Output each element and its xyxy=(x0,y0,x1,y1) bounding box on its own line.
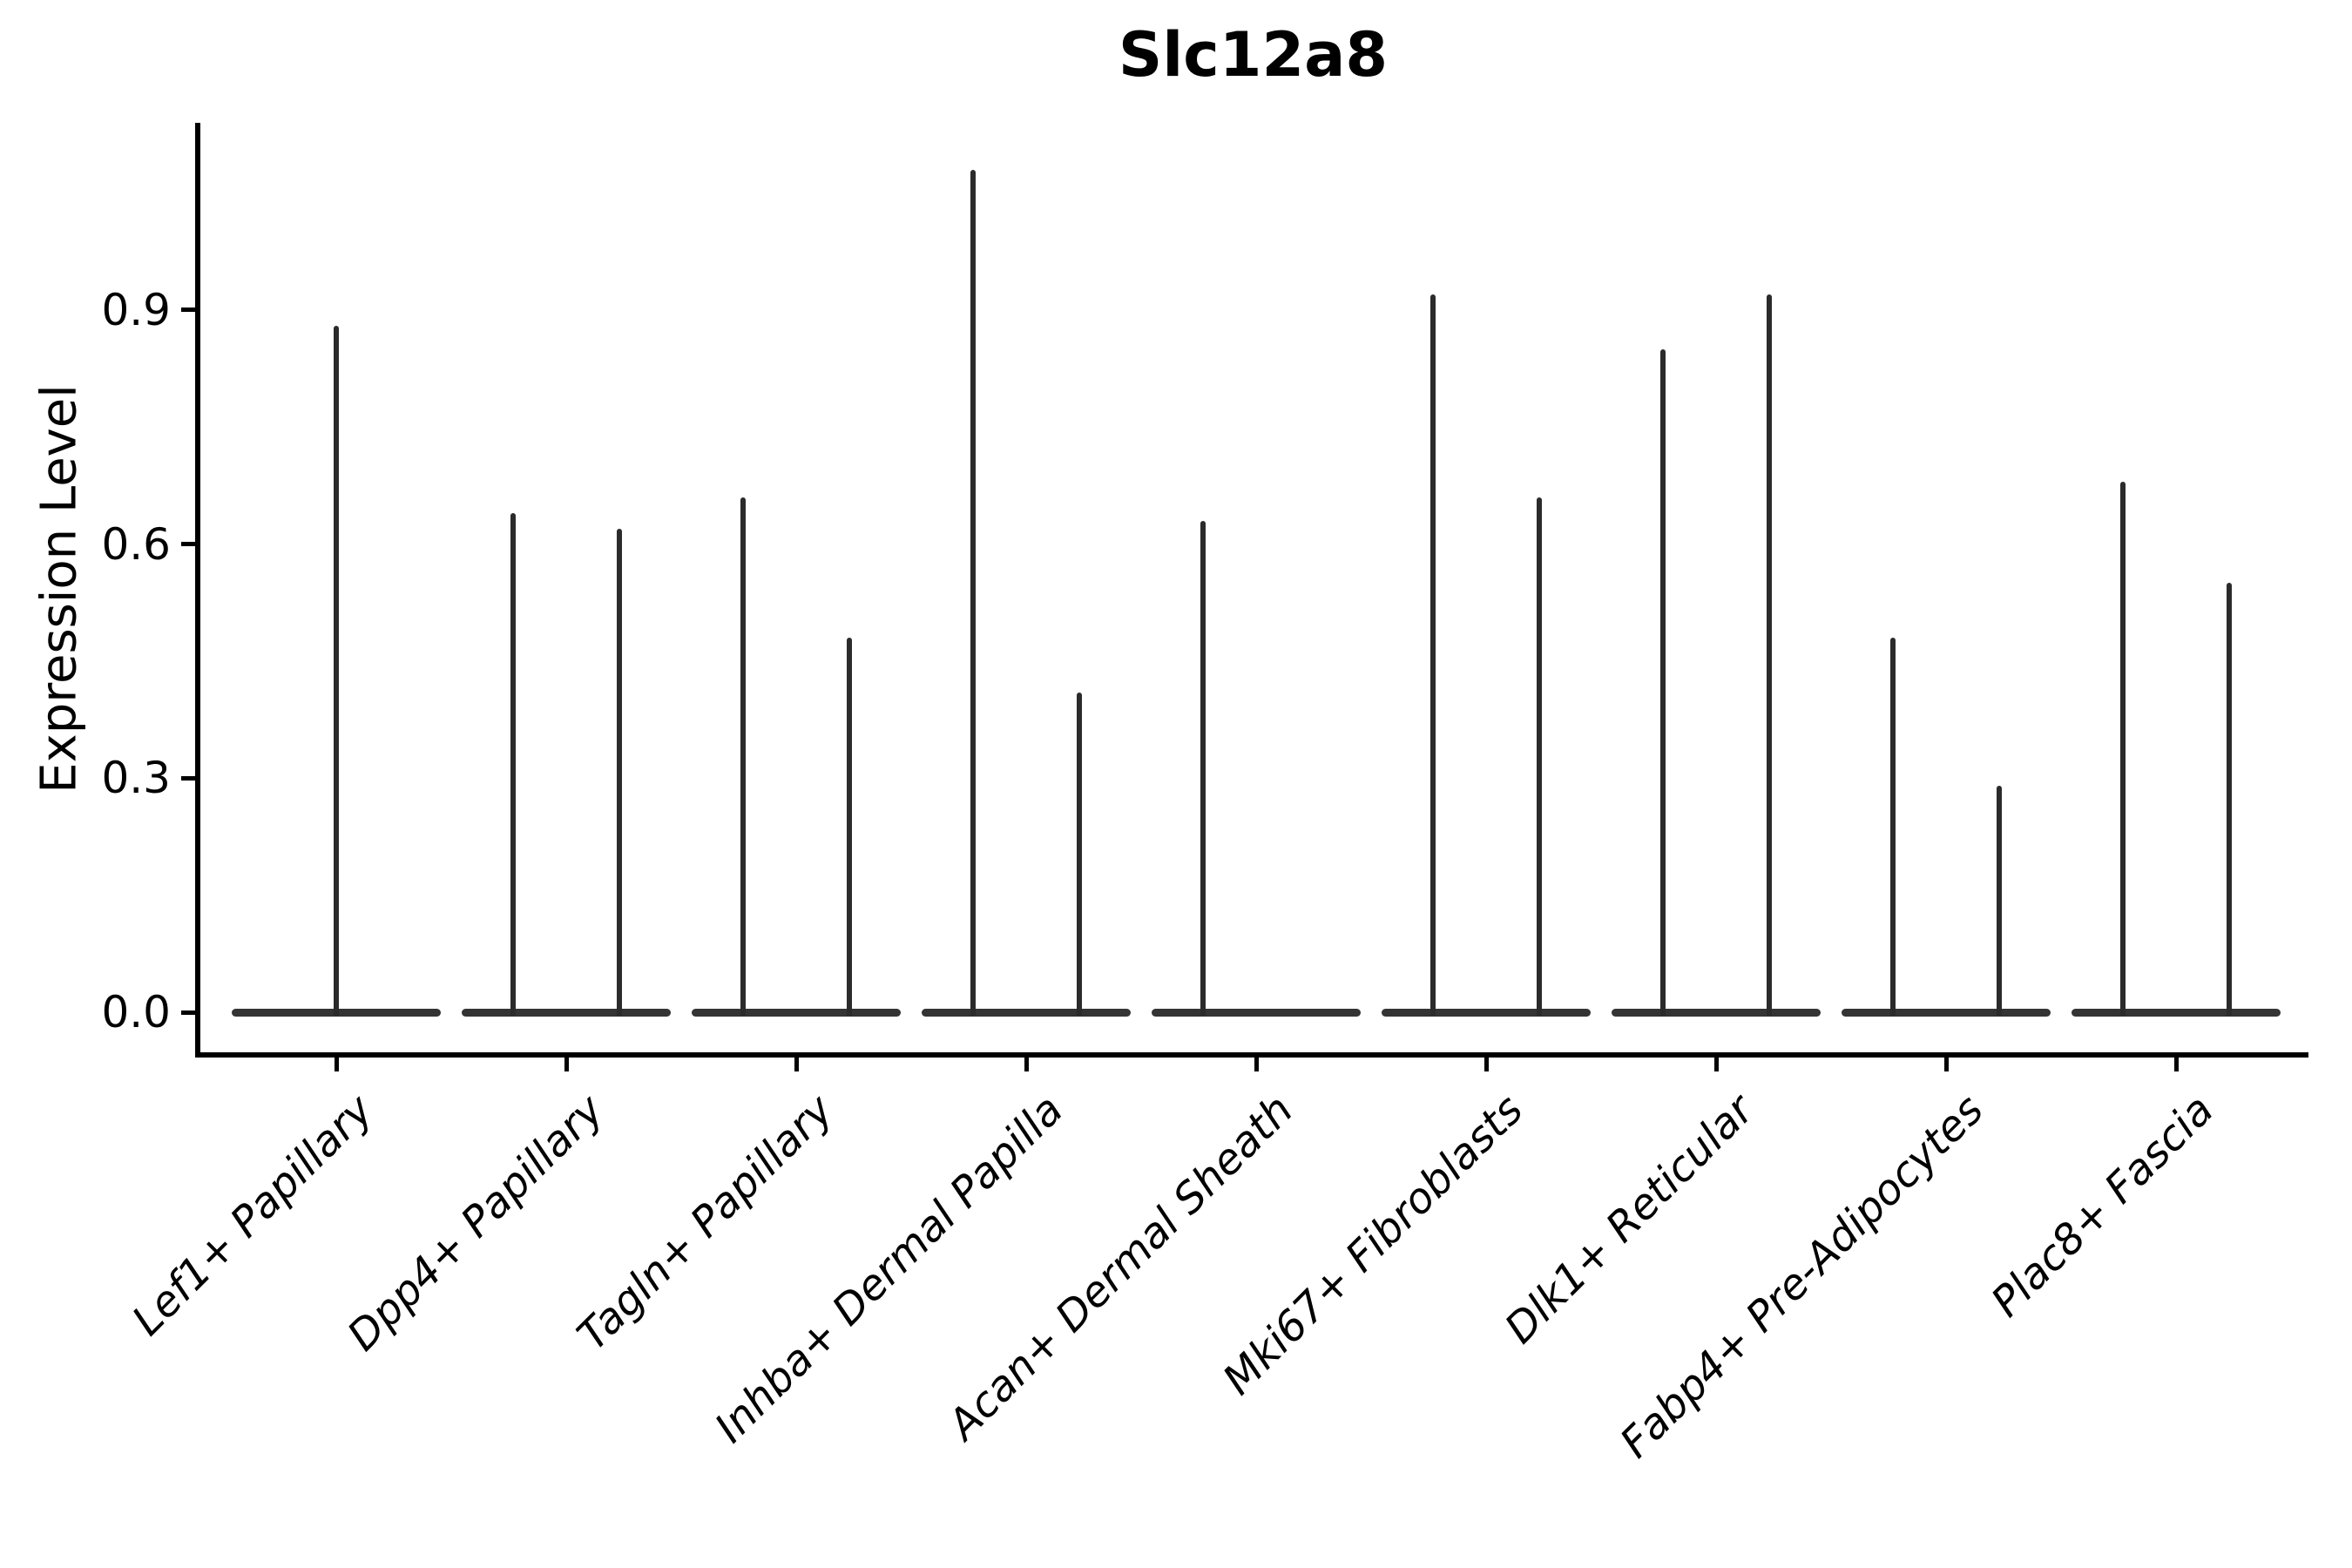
violin-spike xyxy=(1077,692,1082,1016)
violin-spike xyxy=(334,325,339,1016)
bottom-spine xyxy=(195,1052,2308,1058)
violin-baseline xyxy=(922,1008,1131,1017)
violin-spike xyxy=(510,512,516,1016)
violin-baseline xyxy=(2072,1008,2281,1017)
violin-spike xyxy=(2227,583,2232,1016)
violin-spike xyxy=(2120,481,2126,1016)
violin-spike xyxy=(617,528,622,1016)
violin-spike xyxy=(970,169,976,1016)
violin-spike xyxy=(1200,520,1206,1016)
x-tick xyxy=(1713,1058,1719,1071)
y-tick-label: 0.0 xyxy=(101,987,171,1037)
x-tick-label: Plac8+ Fascia xyxy=(1981,1085,2223,1327)
violin-baseline xyxy=(1612,1008,1821,1017)
violin-spike xyxy=(1890,638,1896,1016)
violin-baseline xyxy=(1382,1008,1591,1017)
violin-baseline xyxy=(692,1008,901,1017)
y-tick xyxy=(181,1010,195,1015)
x-tick-label: Tagln+ Papillary xyxy=(568,1085,843,1361)
y-tick-label: 0.6 xyxy=(101,518,171,570)
violin-spike xyxy=(740,497,746,1016)
violin-spike xyxy=(1767,294,1772,1016)
chart-title: Slc12a8 xyxy=(1118,19,1389,91)
y-tick xyxy=(181,542,195,547)
x-tick xyxy=(1254,1058,1259,1071)
y-tick-label: 0.9 xyxy=(101,284,171,335)
y-tick-label: 0.3 xyxy=(101,753,171,804)
y-axis-label: Expression Level xyxy=(30,384,88,794)
left-spine xyxy=(195,123,200,1058)
y-tick xyxy=(181,308,195,313)
violin-spike xyxy=(1537,497,1542,1016)
violin-baseline xyxy=(1152,1008,1361,1017)
violin-baseline xyxy=(1842,1008,2051,1017)
x-tick xyxy=(1024,1058,1029,1071)
x-tick-label: Dlk1+ Reticular xyxy=(1495,1085,1763,1354)
x-tick-label: Lef1+ Papillary xyxy=(123,1085,383,1346)
y-tick xyxy=(181,775,195,781)
violin-baseline xyxy=(462,1008,671,1017)
violin-spike xyxy=(1997,786,2002,1016)
x-tick-label: Fabp4+ Pre-Adipocytes xyxy=(1611,1085,1993,1468)
violin-spike xyxy=(1430,294,1436,1016)
violin-spike xyxy=(1660,348,1666,1016)
x-tick xyxy=(1943,1058,1949,1071)
x-tick xyxy=(1484,1058,1489,1071)
x-tick xyxy=(794,1058,799,1071)
x-tick xyxy=(334,1058,339,1071)
violin-spike xyxy=(847,638,852,1016)
x-tick xyxy=(2173,1058,2179,1071)
x-tick-label: Dpp4+ Papillary xyxy=(338,1085,613,1361)
x-tick xyxy=(564,1058,569,1071)
